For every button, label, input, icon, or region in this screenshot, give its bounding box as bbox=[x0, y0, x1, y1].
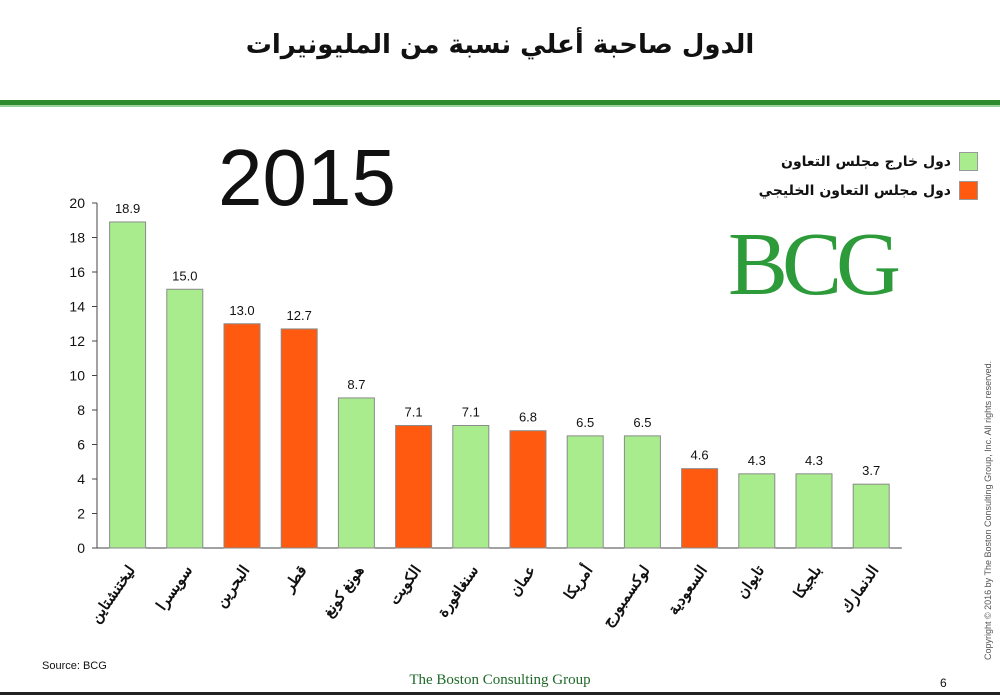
bar-value-label: 7.1 bbox=[405, 405, 423, 420]
y-tick-label: 16 bbox=[69, 264, 85, 280]
y-tick-label: 8 bbox=[77, 402, 85, 418]
legend-swatch-outside bbox=[959, 152, 978, 171]
y-tick-label: 14 bbox=[69, 299, 85, 315]
category-label: البحرين bbox=[212, 563, 253, 611]
bar-value-label: 18.9 bbox=[115, 201, 140, 216]
bar bbox=[452, 425, 490, 549]
bar bbox=[280, 328, 318, 549]
bar bbox=[738, 473, 776, 549]
header-divider-highlight bbox=[0, 105, 1000, 107]
legend-item-gcc: دول مجلس التعاون الخليجي bbox=[759, 181, 978, 200]
y-tick-label: 2 bbox=[77, 506, 85, 522]
category-label: عمان bbox=[506, 563, 539, 600]
bar bbox=[623, 435, 661, 549]
category-label: الدنمارك bbox=[838, 563, 883, 617]
bar bbox=[681, 468, 719, 549]
category-label: بلجيكا bbox=[791, 563, 826, 602]
legend-swatch-gcc bbox=[959, 181, 978, 200]
bar bbox=[109, 221, 147, 549]
category-label: سنغافورة bbox=[434, 563, 482, 621]
header-divider bbox=[0, 100, 1000, 105]
category-label: أمريكا bbox=[559, 561, 597, 603]
bar-value-label: 6.5 bbox=[633, 415, 651, 430]
bar-value-label: 8.7 bbox=[347, 377, 365, 392]
bottom-border bbox=[0, 692, 1000, 695]
bar-value-label: 7.1 bbox=[462, 405, 480, 420]
bar bbox=[509, 430, 547, 549]
bar bbox=[166, 288, 204, 549]
y-tick-label: 0 bbox=[77, 540, 85, 556]
bar-value-label: 15.0 bbox=[172, 268, 197, 283]
legend-label-gcc: دول مجلس التعاون الخليجي bbox=[758, 182, 951, 199]
bar bbox=[395, 425, 433, 549]
bar bbox=[337, 397, 375, 549]
category-label: لوكسمبورج bbox=[599, 563, 653, 631]
category-label: تايوان bbox=[734, 563, 768, 602]
bar-value-label: 4.3 bbox=[805, 453, 823, 468]
bar-value-label: 6.5 bbox=[576, 415, 594, 430]
page-number: 6 bbox=[940, 676, 947, 690]
bar-value-label: 4.6 bbox=[691, 448, 709, 463]
bar-value-label: 13.0 bbox=[229, 303, 254, 318]
bar-value-label: 4.3 bbox=[748, 453, 766, 468]
bar bbox=[795, 473, 833, 549]
category-label: الكويت bbox=[386, 563, 425, 609]
category-label: سويسرا bbox=[153, 563, 196, 614]
y-tick-label: 10 bbox=[69, 368, 85, 384]
chart-legend: دول خارج مجلس التعاون دول مجلس التعاون ا… bbox=[759, 152, 978, 210]
y-tick-label: 12 bbox=[69, 333, 85, 349]
page-title: الدول صاحبة أعلي نسبة من المليونيرات bbox=[245, 30, 755, 60]
bar bbox=[852, 483, 890, 549]
copyright-note: Copyright © 2016 by The Boston Consultin… bbox=[983, 360, 993, 660]
y-tick-label: 4 bbox=[77, 471, 85, 487]
bar-value-label: 6.8 bbox=[519, 410, 537, 425]
legend-item-outside: دول خارج مجلس التعاون bbox=[759, 152, 978, 171]
category-label: قطر bbox=[280, 563, 310, 596]
year-label: 2015 bbox=[218, 133, 396, 222]
bcg-logo: BCG bbox=[728, 215, 901, 314]
y-tick-label: 6 bbox=[77, 437, 85, 453]
legend-label-outside: دول خارج مجلس التعاون bbox=[781, 153, 951, 170]
bar-value-label: 12.7 bbox=[287, 308, 312, 323]
y-tick-label: 20 bbox=[69, 195, 85, 211]
bar bbox=[223, 323, 261, 549]
source-note: Source: BCG bbox=[42, 660, 107, 672]
footer-company: The Boston Consulting Group bbox=[409, 672, 591, 688]
bar-value-label: 3.7 bbox=[862, 463, 880, 478]
category-label: السعودية bbox=[665, 563, 711, 619]
y-tick-label: 18 bbox=[69, 230, 85, 246]
bar bbox=[566, 435, 604, 549]
category-label: ليختنشتاين bbox=[87, 563, 139, 627]
category-label: هونغ كونغ bbox=[320, 562, 368, 620]
